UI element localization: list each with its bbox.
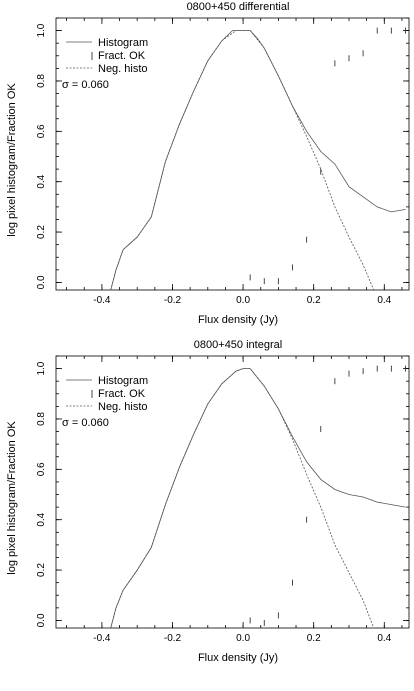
x-tick-label: 0.4 xyxy=(377,633,391,644)
series-layer xyxy=(110,365,406,629)
chart-title: 0800+450 integral xyxy=(194,339,282,351)
x-tick-label: -0.4 xyxy=(93,295,111,306)
plot-frame xyxy=(55,355,410,629)
y-tick-label: 1.0 xyxy=(36,361,47,375)
y-tick-label: 0.6 xyxy=(36,462,47,476)
chart-panel-differential: 0800+450 differential log pixel histogra… xyxy=(6,1,410,326)
chart-panel-integral: 0800+450 integral log pixel histogram/Fr… xyxy=(6,339,410,664)
sigma-annotation: σ = 0.060 xyxy=(62,417,109,429)
axis-ticks: -0.4 -0.2 0.0 0.2 0.4 0.0 0.2 0.4 0.6 0.8 1.0 xyxy=(36,17,409,306)
chart-title: 0800+450 differential xyxy=(187,1,290,13)
legend: Histogram Fract. OK Neg. histo xyxy=(66,375,148,413)
y-tick-label: 1.0 xyxy=(36,23,47,37)
x-tick-label: -0.2 xyxy=(164,633,182,644)
plot-frame xyxy=(55,17,410,291)
legend-label-fract-ok: Fract. OK xyxy=(98,388,146,400)
x-axis-label: Flux density (Jy) xyxy=(198,652,278,664)
y-axis-label: log pixel histogram/Fraction OK xyxy=(6,83,18,237)
x-tick-label: 0.0 xyxy=(236,633,250,644)
y-tick-label: 0.0 xyxy=(36,275,47,289)
x-tick-label: 0.2 xyxy=(307,295,321,306)
histogram-line xyxy=(110,30,406,291)
x-tick-label: -0.2 xyxy=(164,295,182,306)
neg-histo-line xyxy=(110,30,375,291)
x-tick-label: 0.4 xyxy=(377,295,391,306)
y-tick-label: 0.8 xyxy=(36,412,47,426)
neg-histo-line xyxy=(110,368,375,629)
sigma-annotation: σ = 0.060 xyxy=(62,79,109,91)
histogram-line xyxy=(110,368,406,629)
legend-label-histogram: Histogram xyxy=(98,37,148,49)
y-tick-label: 0.2 xyxy=(36,563,47,577)
axis-ticks: -0.4 -0.2 0.0 0.2 0.4 0.0 0.2 0.4 0.6 0.8 1.0 xyxy=(36,355,409,644)
y-tick-label: 0.0 xyxy=(36,613,47,627)
legend-label-fract-ok: Fract. OK xyxy=(98,50,146,62)
y-tick-label: 0.4 xyxy=(36,512,47,526)
y-tick-label: 0.4 xyxy=(36,174,47,188)
legend-label-neg-histo: Neg. histo xyxy=(98,401,148,413)
series-layer xyxy=(110,27,406,291)
x-tick-label: 0.0 xyxy=(236,295,250,306)
legend: Histogram Fract. OK Neg. histo xyxy=(66,37,148,75)
x-tick-label: 0.2 xyxy=(307,633,321,644)
y-tick-label: 0.2 xyxy=(36,225,47,239)
y-tick-label: 0.6 xyxy=(36,124,47,138)
legend-label-histogram: Histogram xyxy=(98,375,148,387)
legend-label-neg-histo: Neg. histo xyxy=(98,63,148,75)
x-axis-label: Flux density (Jy) xyxy=(198,314,278,326)
x-tick-label: -0.4 xyxy=(93,633,111,644)
y-tick-label: 0.8 xyxy=(36,74,47,88)
y-axis-label: log pixel histogram/Fraction OK xyxy=(6,421,18,575)
